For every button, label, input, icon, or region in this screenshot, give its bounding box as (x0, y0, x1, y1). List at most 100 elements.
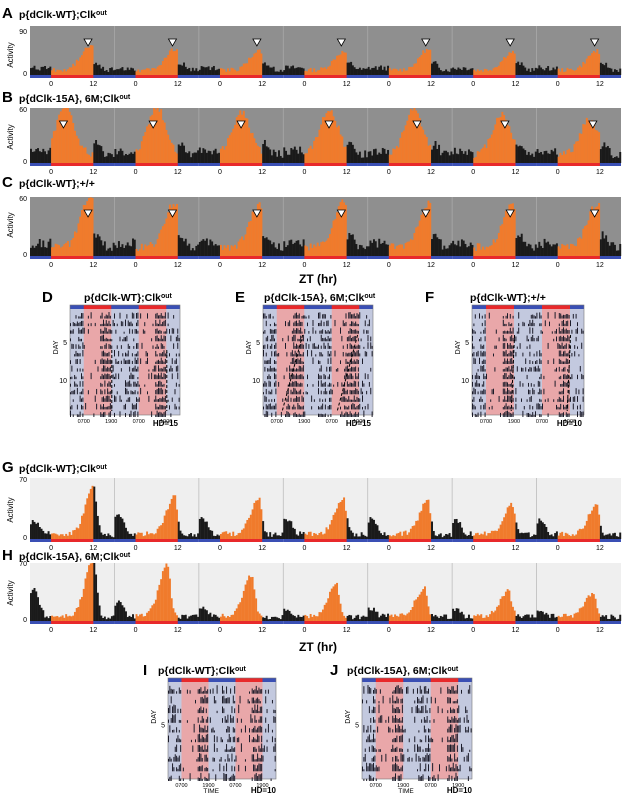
activity-tick (417, 697, 418, 704)
activity-bar (587, 220, 590, 256)
activity-tick (268, 374, 270, 380)
activity-bar (402, 130, 405, 163)
activity-tick (525, 358, 527, 364)
ytick-max-b: 60 (19, 107, 27, 114)
activity-bar (123, 70, 126, 75)
activity-tick (100, 412, 102, 417)
activity-tick (169, 353, 170, 357)
activity-tick (440, 687, 442, 694)
activity-tick (94, 395, 96, 402)
activity-bar (270, 244, 273, 256)
activity-bar (170, 207, 173, 256)
activity-tick (401, 748, 403, 752)
activity-bar (281, 157, 284, 163)
time-tick-label: 0700 (370, 783, 382, 789)
xtick-label: 12 (258, 545, 266, 552)
activity-bar (61, 615, 64, 621)
activity-tick (329, 390, 330, 395)
activity-tick (163, 405, 165, 410)
activity-tick (275, 361, 277, 364)
activity-bar (211, 616, 214, 621)
activity-bar (84, 205, 87, 256)
activity-tick (502, 331, 504, 334)
activity-tick (222, 718, 223, 723)
activity-bar (156, 66, 159, 75)
activity-bar (66, 69, 69, 75)
activity-tick (567, 374, 569, 380)
xtick-label: 12 (343, 262, 351, 269)
activity-bar (501, 596, 504, 621)
activity-tick (261, 754, 263, 762)
activity-tick (289, 413, 291, 417)
xtick-label: 0 (134, 545, 138, 552)
activity-bar (47, 241, 50, 256)
activity-tick (249, 734, 250, 743)
activity-tick (502, 399, 504, 402)
activity-tick (423, 769, 425, 772)
activity-tick (379, 749, 381, 752)
activity-bar (429, 614, 432, 621)
activity-bar (123, 247, 126, 256)
activity-tick (305, 342, 307, 349)
activity-tick (82, 342, 84, 349)
activity-tick (270, 778, 272, 781)
day-axis-label: DAY (151, 710, 158, 724)
activity-tick (483, 381, 485, 387)
activity-tick (297, 391, 299, 395)
activity-tick (169, 368, 170, 372)
activity-tick (473, 357, 475, 364)
activity-tick (114, 384, 115, 387)
activity-tick (119, 312, 121, 319)
activity-bar (559, 248, 562, 256)
activity-bar (490, 610, 493, 621)
activity-tick (357, 390, 359, 395)
genotype-f: p{dClk-WT};+/+ (470, 292, 546, 304)
activity-tick (512, 384, 514, 387)
activity-bar (219, 68, 222, 75)
activity-bar (110, 67, 113, 75)
activity-tick (319, 368, 321, 372)
activity-bar (33, 151, 36, 163)
activity-bar (260, 53, 263, 75)
activity-tick (484, 351, 486, 357)
activity-bar (130, 67, 133, 75)
activity-tick (115, 358, 117, 364)
activity-bar (170, 48, 173, 75)
activity-bar (547, 66, 550, 75)
activity-bar (482, 147, 485, 163)
activity-bar (436, 237, 439, 256)
activity-bar (517, 61, 520, 75)
activity-bar (459, 612, 462, 621)
activity-tick (178, 687, 180, 694)
activity-tick (302, 315, 304, 319)
activity-tick (344, 368, 346, 372)
activity-tick (392, 695, 394, 704)
activity-bar (443, 71, 446, 75)
activity-bar (406, 241, 409, 256)
activity-tick (373, 696, 374, 704)
activity-bar (228, 250, 231, 256)
activity-bar (415, 110, 418, 163)
activity-tick (322, 399, 324, 402)
activity-tick (480, 365, 482, 372)
xtick-label: 0 (49, 262, 53, 269)
activity-tick (81, 329, 82, 334)
activity-tick (450, 707, 451, 714)
activity-bar (594, 129, 597, 163)
activity-tick (433, 719, 435, 723)
activity-tick (159, 329, 161, 334)
activity-tick (374, 699, 376, 704)
activity-tick (285, 414, 286, 417)
activity-tick (203, 698, 205, 704)
activity-tick (425, 763, 427, 772)
activity-tick (508, 411, 510, 417)
light-phase-bar (304, 621, 347, 624)
activity-bar (290, 66, 293, 75)
activity-tick (374, 687, 376, 694)
activity-bar (45, 69, 48, 75)
activity-tick (163, 315, 165, 319)
activity-bar (610, 242, 613, 256)
activity-tick (401, 734, 403, 743)
activity-bar (381, 535, 384, 539)
